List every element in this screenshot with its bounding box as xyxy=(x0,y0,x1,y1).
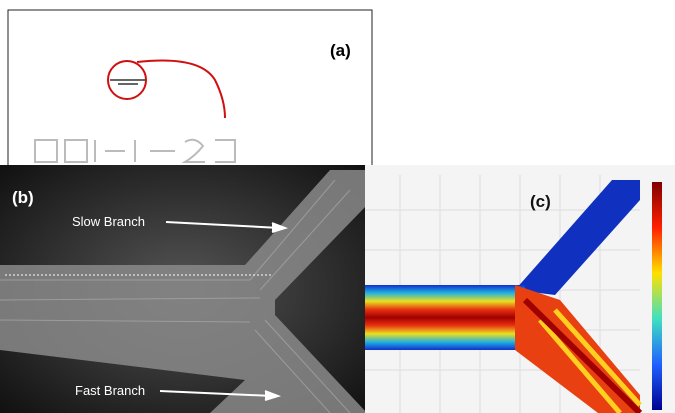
page: (a) (b) Slow Branch Fast Branch (c) (() … xyxy=(0,0,675,413)
panel-a: (a) xyxy=(8,10,372,166)
panel-label: (b) xyxy=(12,188,34,207)
panel-a-frame xyxy=(8,10,372,166)
colorbar xyxy=(652,182,662,410)
panel-b: (b) Slow Branch Fast Branch xyxy=(0,165,367,413)
annotation: Slow Branch xyxy=(72,214,145,229)
panel-label: (c) xyxy=(530,192,551,211)
panel-label: (a) xyxy=(330,41,351,60)
panel-c: (c) xyxy=(365,165,675,413)
figure: (a) (b) Slow Branch Fast Branch (c) xyxy=(0,0,675,413)
annotation: Fast Branch xyxy=(75,383,145,398)
main-channel xyxy=(365,285,525,350)
